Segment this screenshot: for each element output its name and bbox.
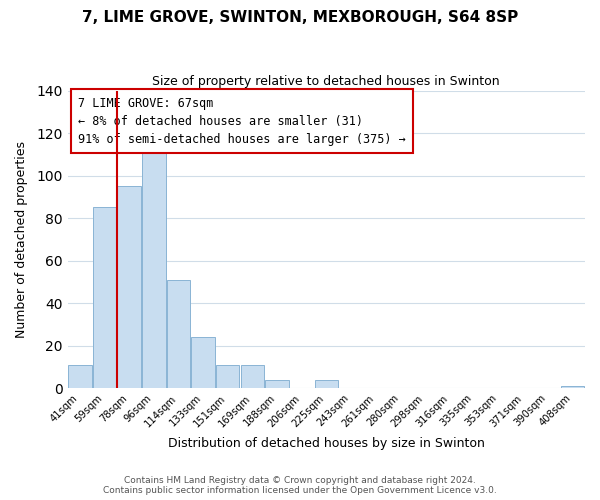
Bar (314, 380, 338, 388)
Bar (561, 386, 584, 388)
Bar (142, 152, 166, 388)
Y-axis label: Number of detached properties: Number of detached properties (15, 141, 28, 338)
X-axis label: Distribution of detached houses by size in Swinton: Distribution of detached houses by size … (168, 437, 485, 450)
Bar (93, 208, 116, 388)
Bar (265, 380, 289, 388)
Text: 7 LIME GROVE: 67sqm
← 8% of detached houses are smaller (31)
91% of semi-detache: 7 LIME GROVE: 67sqm ← 8% of detached hou… (78, 96, 406, 146)
Text: 7, LIME GROVE, SWINTON, MEXBOROUGH, S64 8SP: 7, LIME GROVE, SWINTON, MEXBOROUGH, S64 … (82, 10, 518, 25)
Bar (216, 365, 239, 388)
Bar (68, 365, 92, 388)
Title: Size of property relative to detached houses in Swinton: Size of property relative to detached ho… (152, 75, 500, 88)
Text: Contains HM Land Registry data © Crown copyright and database right 2024.
Contai: Contains HM Land Registry data © Crown c… (103, 476, 497, 495)
Bar (118, 186, 141, 388)
Bar (241, 365, 264, 388)
Bar (167, 280, 190, 388)
Bar (191, 337, 215, 388)
